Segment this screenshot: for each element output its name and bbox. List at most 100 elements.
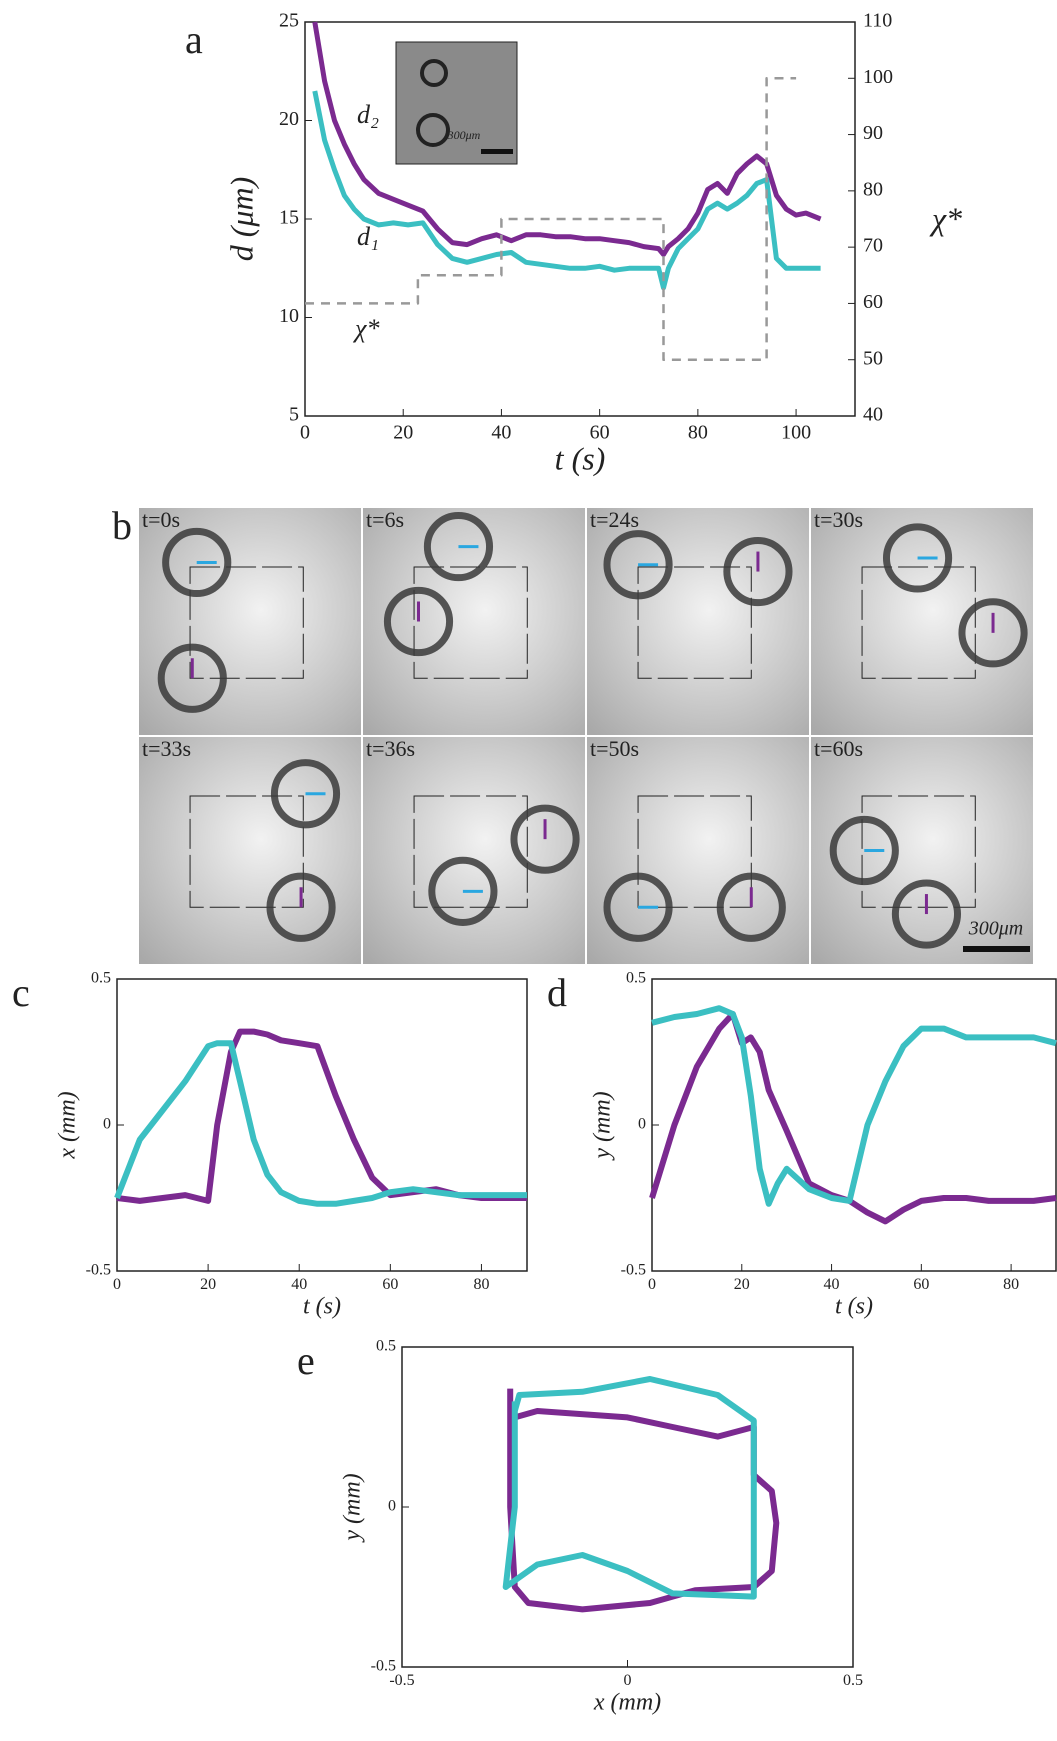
frame-label: t=30s [814, 507, 863, 532]
x-tick-label: 0 [648, 1276, 656, 1293]
y2-tick-label: 40 [863, 404, 883, 426]
x-axis-label: x (mm) [593, 1689, 661, 1715]
frame-square [637, 795, 752, 908]
x-tick-label: 80 [1003, 1276, 1019, 1293]
x-tick-label: 60 [590, 422, 610, 444]
frame-image [139, 508, 361, 735]
inset-drop [420, 59, 448, 87]
y-tick-label: -0.5 [621, 1262, 646, 1279]
drop [383, 586, 454, 657]
x-tick-label: 40 [491, 422, 511, 444]
x-tick-label: 60 [382, 1276, 398, 1293]
y2-tick-label: 60 [863, 291, 883, 313]
drop [428, 856, 498, 926]
drop [603, 530, 673, 600]
series-label: d₂ [357, 100, 379, 129]
series-line [312, 21, 822, 257]
frame-image [811, 737, 1033, 964]
series-line [312, 90, 821, 291]
x-tick-label: 60 [913, 1276, 929, 1293]
frame-label: t=36s [366, 736, 415, 761]
y-axis-label: d (μm) [223, 177, 259, 261]
inset-drop [416, 113, 450, 147]
plot-frame [116, 978, 528, 1272]
scale-bar [963, 946, 1030, 952]
y-tick-label: 15 [279, 207, 299, 229]
x-axis-label: t (s) [835, 1293, 873, 1319]
y-tick-label: 10 [279, 305, 299, 327]
frame-square [861, 566, 976, 679]
inset-scale-bar [481, 149, 513, 154]
frame-label: t=50s [590, 736, 639, 761]
x-tick-label: 20 [200, 1276, 216, 1293]
x-tick-label: 40 [291, 1276, 307, 1293]
x-axis-label: t (s) [303, 1293, 341, 1319]
x-tick-label: 80 [473, 1276, 489, 1293]
series-label: d₁ [357, 222, 379, 251]
x-tick-label: 80 [688, 422, 708, 444]
panel-label: a [185, 17, 203, 62]
frame-square [413, 566, 528, 679]
y2-tick-label: 50 [863, 347, 883, 369]
plot-frame [651, 978, 1057, 1272]
panel-label: e [297, 1338, 315, 1383]
frame-square [637, 566, 752, 679]
series-line [502, 1376, 757, 1600]
y-tick-label: 0.5 [626, 970, 646, 987]
drop [603, 872, 673, 942]
y2-tick-label: 90 [863, 122, 883, 144]
y-tick-label: 0.5 [376, 1338, 396, 1355]
frame-label: t=24s [590, 507, 639, 532]
y-tick-label: 0 [388, 1498, 396, 1515]
drop [510, 804, 580, 874]
frame-square [189, 566, 304, 679]
y2-tick-label: 80 [863, 178, 883, 200]
inset-image [395, 41, 518, 165]
drop [270, 759, 341, 829]
series-line [114, 1040, 527, 1207]
x-tick-label: 0 [113, 1276, 121, 1293]
y-tick-label: 5 [289, 404, 299, 426]
y-tick-label: 0 [638, 1116, 646, 1133]
x-tick-label: 0.5 [843, 1672, 863, 1689]
panel-label: b [112, 503, 132, 548]
y-tick-label: -0.5 [86, 1262, 111, 1279]
drop [829, 815, 899, 886]
y-axis-label: x (mm) [55, 1091, 81, 1159]
frame-image [363, 508, 585, 735]
x-tick-label: 20 [734, 1276, 750, 1293]
x-tick-label: 40 [824, 1276, 840, 1293]
frame-square [189, 795, 304, 908]
frame-image [363, 737, 585, 964]
series-line [651, 1005, 1057, 1207]
y-tick-label: 25 [279, 10, 299, 32]
frame-square [413, 795, 528, 908]
y2-tick-label: 110 [863, 10, 892, 32]
drop [958, 598, 1028, 668]
frame-image [811, 508, 1033, 735]
x-tick-label: 100 [781, 422, 811, 444]
frame-label: t=33s [142, 736, 191, 761]
plot-frame [401, 1346, 854, 1668]
series-line [507, 1388, 780, 1613]
frame-square [861, 795, 976, 908]
drop [891, 879, 962, 949]
panel-label: c [12, 970, 30, 1015]
y-tick-label: 0 [103, 1116, 111, 1133]
frame-label: t=60s [814, 736, 863, 761]
y-axis-label: y (mm) [340, 1473, 366, 1542]
drop [266, 872, 336, 942]
series-label: χ* [352, 314, 379, 343]
x-tick-label: -0.5 [389, 1672, 414, 1689]
x-tick-label: 20 [393, 422, 413, 444]
drop [716, 872, 786, 942]
drop [723, 536, 793, 607]
y2-axis-label: χ* [929, 200, 962, 236]
drop [162, 527, 232, 598]
drop [423, 512, 494, 582]
scale-bar-label: 300μm [968, 918, 1023, 940]
y-tick-label: 20 [279, 108, 299, 130]
y2-tick-label: 100 [863, 66, 893, 88]
drop [157, 643, 227, 713]
